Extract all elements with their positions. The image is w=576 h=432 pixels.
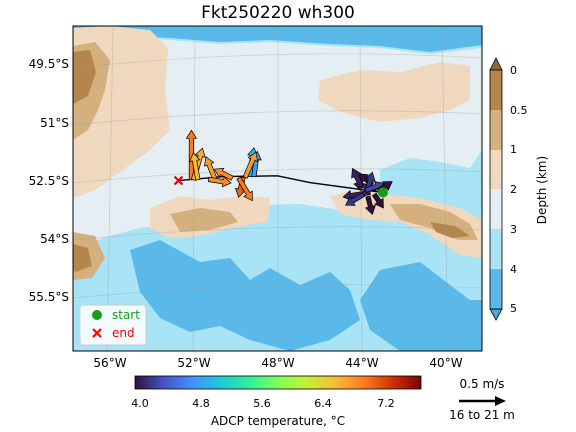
- end-marker: [173, 175, 184, 186]
- end-marker-stroke: [173, 175, 184, 186]
- scale-depth-label: 16 to 21 m: [449, 408, 515, 422]
- legend-start-label: start: [112, 308, 140, 322]
- legend: start end: [79, 304, 147, 346]
- current-vector-arrow: [189, 152, 201, 181]
- current-vector-arrow: [236, 176, 253, 202]
- current-vector-arrow: [372, 192, 384, 209]
- depth-tick-label: 0: [510, 64, 517, 77]
- temperature-colorbar: 4.0 4.8 5.6 6.4 7.2 ADCP temperature, °C: [131, 375, 422, 428]
- depth-tick-label: 1: [510, 143, 517, 156]
- legend-start-marker: [92, 310, 102, 320]
- current-vector-arrow: [185, 129, 198, 181]
- current-vector-arrow: [364, 171, 376, 190]
- scale-key: 0.5 m/s 16 to 21 m: [449, 377, 515, 422]
- current-vector-arrow: [242, 151, 258, 179]
- depth-band-1-2-east: [318, 62, 470, 122]
- lat-tick-label: 52.5°S: [29, 174, 69, 188]
- depth-band-0-05-west: [73, 50, 96, 104]
- lon-tick-label: 48°W: [261, 356, 294, 370]
- lat-tick-label: 55.5°S: [29, 290, 69, 304]
- temp-tick-label: 7.2: [377, 397, 395, 410]
- current-vector-arrow: [351, 167, 364, 188]
- current-vector-arrow: [345, 192, 366, 206]
- depth-colorbar-label: Depth (km): [535, 156, 549, 224]
- depth-band-4-5-north: [73, 26, 482, 52]
- depth-band-0-05-falklands: [430, 222, 470, 238]
- depth-band-4-5-south: [130, 240, 360, 351]
- current-vector-arrow: [364, 195, 376, 216]
- lon-tick-label: 40°W: [429, 356, 462, 370]
- lon-tick-label: 52°W: [177, 356, 210, 370]
- depth-tick-label: 4: [510, 263, 517, 276]
- temp-tick-label: 4.8: [192, 397, 210, 410]
- depth-band-05-1-bank: [170, 208, 238, 232]
- lat-tick-label: 51°S: [40, 116, 69, 130]
- lon-axis: 56°W 52°W 48°W 44°W 40°W: [93, 356, 462, 370]
- map-frame: [72, 25, 483, 352]
- scale-arrow-head: [495, 396, 506, 406]
- graticule: [73, 26, 482, 351]
- depth-band-0-05-sw: [73, 244, 92, 272]
- scale-speed-label: 0.5 m/s: [460, 377, 505, 391]
- bathymetry-map: [73, 26, 482, 351]
- depth-tick-label: 2: [510, 183, 517, 196]
- temperature-gradient: [134, 375, 422, 390]
- temp-tick-label: 5.6: [253, 397, 271, 410]
- lat-tick-label: 54°S: [40, 232, 69, 246]
- lon-tick-label: 56°W: [93, 356, 126, 370]
- legend-end-label: end: [112, 326, 135, 340]
- lat-axis: 49.5°S 51°S 52.5°S 54°S 55.5°S: [29, 57, 69, 304]
- depth-tick-label: 3: [510, 223, 517, 236]
- depth-tick-label: 5: [510, 302, 517, 315]
- temp-tick-label: 6.4: [314, 397, 332, 410]
- start-marker: [377, 187, 388, 198]
- temp-tick-label: 4.0: [131, 397, 149, 410]
- current-vector-arrow: [213, 167, 234, 181]
- temperature-colorbar-label: ADCP temperature, °C: [211, 414, 345, 428]
- map-title: Fkt250220 wh300: [201, 3, 355, 23]
- lat-tick-label: 49.5°S: [29, 57, 69, 71]
- depth-colorbar-bottom-arrow: [489, 308, 503, 321]
- current-vectors: [185, 129, 393, 216]
- depth-band-4-5-southeast: [360, 262, 482, 351]
- current-vector-arrow: [207, 176, 232, 188]
- depth-colorbar: 0 0.5 1 2 3 4 5 Depth (km): [489, 57, 549, 321]
- lon-tick-label: 44°W: [345, 356, 378, 370]
- legend-end-marker: [92, 328, 102, 338]
- depth-tick-label: 0.5: [510, 104, 528, 117]
- depth-colorbar-top-arrow: [489, 57, 503, 71]
